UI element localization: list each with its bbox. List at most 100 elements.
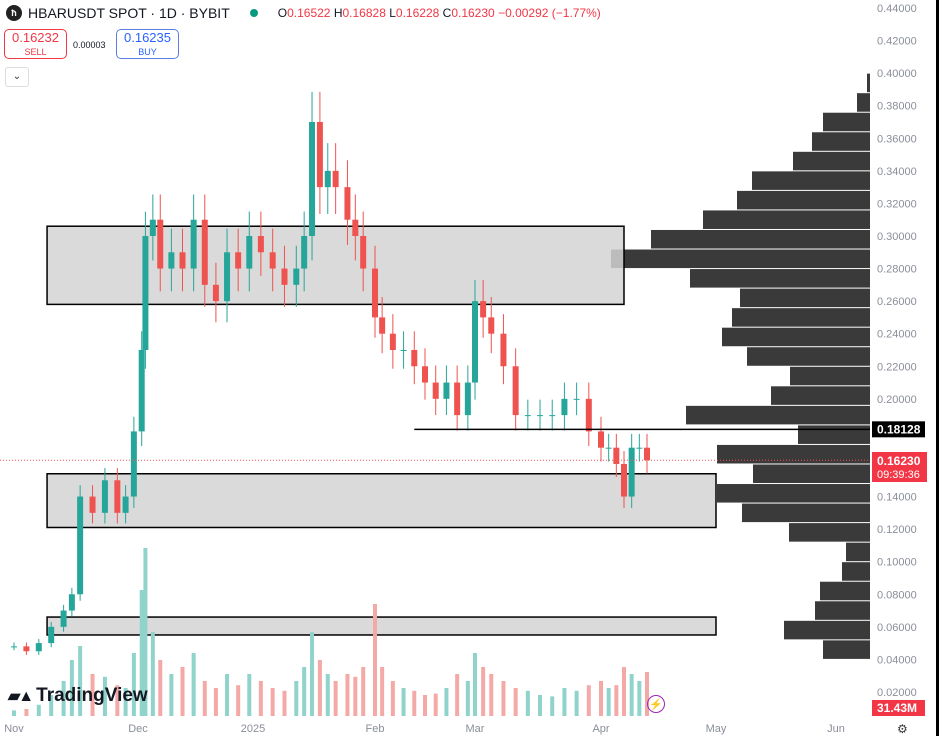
y-tick-label: 0.28000	[877, 264, 917, 276]
volume-bar	[169, 674, 174, 716]
volume-bar	[310, 632, 315, 716]
candle-body	[411, 349, 418, 367]
volume-profile-bar	[686, 405, 870, 425]
y-tick-label: 0.42000	[877, 36, 917, 48]
volume-profile-bar	[815, 601, 870, 620]
candle-body	[585, 398, 592, 432]
candle-body	[212, 284, 219, 302]
candle-body	[316, 121, 323, 188]
candle-body	[561, 398, 568, 416]
volume-bar	[599, 681, 603, 716]
volume-label: 31.43M	[877, 701, 917, 715]
candle-body	[138, 349, 145, 432]
candle-body	[23, 646, 30, 652]
candle-body	[224, 252, 231, 302]
candle-body	[636, 447, 643, 449]
volume-bar	[49, 695, 54, 716]
volume-bar	[361, 667, 366, 716]
y-tick-label: 0.30000	[877, 231, 917, 243]
volume-bar	[24, 709, 29, 716]
volume-bar	[12, 710, 16, 716]
candle-body	[488, 317, 495, 334]
volume-bar	[143, 548, 148, 716]
volume-profile-bar	[798, 425, 870, 444]
y-tick-label: 0.02000	[877, 687, 917, 699]
y-tick-label: 0.06000	[877, 622, 917, 634]
volume-bar	[282, 690, 287, 716]
volume-bar	[225, 674, 230, 716]
volume-profile-bar	[717, 484, 870, 503]
volume-profile-bar	[611, 249, 870, 269]
support-resistance-zone	[46, 473, 717, 529]
buy-button[interactable]: 0.16235 BUY	[116, 29, 179, 59]
candle-body	[605, 447, 612, 449]
volume-bar	[353, 676, 358, 716]
volume-profile-bar	[823, 640, 870, 659]
candle-body	[598, 431, 604, 448]
volume-bar	[525, 690, 530, 716]
y-tick-label: 0.20000	[877, 394, 917, 406]
ohlc-values: O0.16522 H0.16828 L0.16228 C0.16230 −0.0…	[277, 6, 601, 20]
volume-bar	[380, 667, 385, 716]
volume-bar	[90, 674, 95, 716]
candle-body	[644, 447, 650, 461]
volume-bar	[213, 688, 218, 716]
candle-body	[157, 219, 164, 269]
tv-logo-icon: ▰▲	[8, 688, 34, 705]
volume-bar	[473, 653, 477, 716]
volume-tag	[872, 700, 925, 716]
candle-body	[613, 447, 620, 464]
x-tick-label: Dec	[128, 723, 148, 735]
chevron-down-icon[interactable]: ⌄	[5, 67, 29, 87]
y-tick-label: 0.14000	[877, 492, 917, 504]
volume-bar	[390, 681, 395, 716]
candle-body	[190, 219, 197, 269]
volume-profile-bar	[742, 503, 870, 523]
lightning-icon[interactable]: ⚡	[647, 695, 665, 713]
volume-bar	[202, 681, 207, 716]
y-tick-label: 0.34000	[877, 166, 917, 178]
volume-profile-bar	[789, 523, 870, 542]
volume-bar	[562, 688, 567, 716]
symbol-title[interactable]: HBARUSDT SPOT · 1D · BYBIT	[28, 5, 230, 21]
candle-body	[332, 170, 339, 188]
candle-body	[480, 301, 487, 318]
candle-body	[400, 349, 407, 351]
volume-bar	[481, 667, 486, 716]
volume-profile-bar	[737, 190, 870, 210]
volume-profile-bar	[812, 132, 870, 151]
volume-bar	[325, 674, 330, 716]
volume-profile-bar	[857, 93, 870, 112]
candle-body	[454, 382, 461, 416]
candle-body	[269, 252, 276, 269]
y-tick-label: 0.08000	[877, 589, 917, 601]
volume-bar	[78, 646, 83, 716]
candle-body	[201, 219, 208, 285]
y-tick-label: 0.32000	[877, 198, 917, 210]
y-tick-label: 0.04000	[877, 654, 917, 666]
candle-body	[48, 626, 55, 644]
symbol-header: ħ HBARUSDT SPOT · 1D · BYBIT O0.16522 H0…	[6, 5, 601, 21]
volume-bar	[131, 653, 136, 716]
volume-bar	[345, 674, 350, 716]
y-tick-label: 0.38000	[877, 101, 917, 113]
volume-profile-bar	[784, 620, 870, 640]
candle-body	[443, 382, 450, 399]
volume-profile-bar	[703, 210, 870, 229]
volume-profile-bar	[823, 112, 870, 132]
volume-bar	[180, 667, 185, 716]
y-tick-label: 0.12000	[877, 524, 917, 536]
candle-body	[11, 646, 17, 648]
volume-bar	[586, 685, 591, 716]
candle-body	[60, 610, 67, 627]
volume-profile-bar	[690, 269, 870, 288]
last-price-label: 0.16230	[877, 454, 921, 468]
tradingview-logo[interactable]: ▰▲ TradingView	[8, 685, 148, 706]
candle-body	[89, 496, 96, 513]
settings-icon[interactable]: ⚙	[897, 722, 908, 736]
candle-body	[464, 382, 471, 416]
volume-profile-bar	[790, 366, 870, 386]
sell-button[interactable]: 0.16232 SELL	[4, 29, 67, 59]
x-tick-label: Nov	[4, 723, 24, 735]
